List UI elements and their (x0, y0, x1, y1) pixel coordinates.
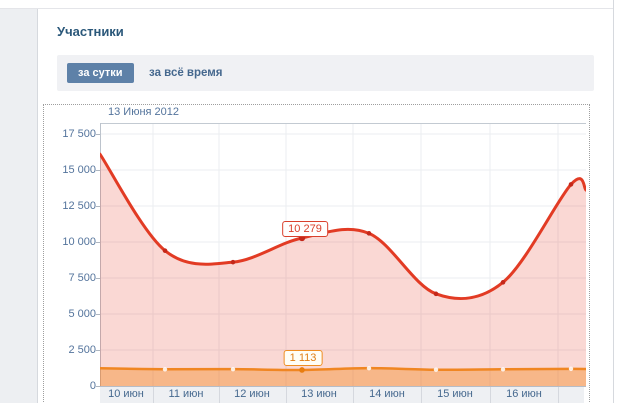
tab-per-day[interactable]: за сутки (67, 63, 134, 83)
period-tab-bar: за сутки за всё время (57, 55, 594, 91)
x-tick-label: 14 июн (369, 388, 405, 400)
tooltip-red-value: 10 279 (282, 221, 328, 237)
y-tick-label: 12 500 (62, 200, 96, 212)
y-tick-mark (96, 134, 100, 135)
x-separator (286, 387, 287, 403)
x-axis-line (100, 386, 586, 387)
y-tick-label: 17 500 (62, 128, 96, 140)
x-tick-label: 16 июн (506, 388, 542, 400)
x-separator (219, 387, 220, 403)
y-tick-mark (96, 206, 100, 207)
y-tick-label: 7 500 (68, 272, 96, 284)
x-tick-label: 12 июн (234, 388, 270, 400)
y-tick-mark (96, 350, 100, 351)
x-tick-label: 10 июн (108, 388, 144, 400)
x-axis-band: 10 июн 11 июн 12 июн 13 июн 14 июн 15 ию… (100, 387, 584, 403)
tooltip-orange-value: 1 113 (283, 350, 323, 366)
x-tick-label: 11 июн (168, 388, 204, 400)
top-divider (0, 8, 613, 9)
x-separator (490, 387, 491, 403)
chart-plot-area[interactable] (100, 123, 586, 387)
y-tick-label: 15 000 (62, 164, 96, 176)
x-separator (558, 387, 559, 403)
y-tick-mark (96, 314, 100, 315)
y-tick-label: 2 500 (68, 344, 96, 356)
x-separator (153, 387, 154, 403)
x-separator (421, 387, 422, 403)
plot-top-border (100, 123, 586, 124)
y-tick-label: 0 (89, 380, 96, 392)
x-tick-label: 15 июн (437, 388, 473, 400)
y-tick-label: 5 000 (68, 308, 96, 320)
x-separator (353, 387, 354, 403)
y-axis-line (100, 123, 101, 386)
page-title: Участники (57, 24, 124, 39)
chart-hover-date: 13 Июня 2012 (108, 106, 180, 118)
y-tick-mark (96, 170, 100, 171)
y-tick-mark (96, 386, 100, 387)
y-tick-label: 10 000 (62, 236, 96, 248)
x-tick-label: 13 июн (301, 388, 337, 400)
y-tick-mark (96, 278, 100, 279)
content-right-border (613, 0, 614, 403)
y-tick-mark (96, 242, 100, 243)
left-sidebar-area (0, 9, 38, 403)
tab-all-time[interactable]: за всё время (139, 63, 232, 83)
